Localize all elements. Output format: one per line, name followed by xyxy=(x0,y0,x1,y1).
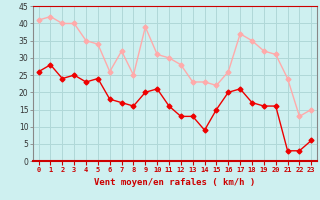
X-axis label: Vent moyen/en rafales ( km/h ): Vent moyen/en rafales ( km/h ) xyxy=(94,178,256,187)
